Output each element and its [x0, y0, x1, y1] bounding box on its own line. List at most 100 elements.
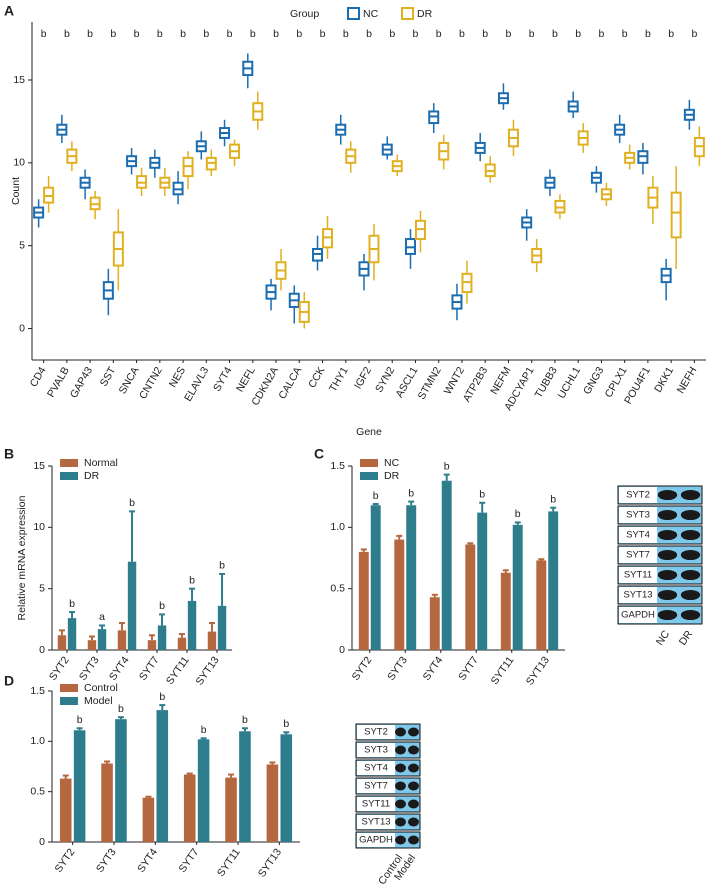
significance-label: b: [459, 28, 465, 40]
significance-label: b: [296, 28, 302, 40]
x-tick-label: SYT4: [421, 654, 446, 683]
bar: [142, 797, 155, 842]
significance-label: b: [515, 508, 521, 520]
significance-label: b: [129, 497, 135, 509]
significance-label: b: [413, 28, 419, 40]
legend-label: DR: [417, 8, 433, 20]
blot-row-label: SYT13: [623, 590, 652, 601]
legend-label: Control: [84, 682, 118, 694]
blot-row-label: SYT11: [362, 799, 390, 810]
significance-label: b: [622, 28, 628, 40]
y-tick-label: 10: [33, 521, 45, 533]
x-tick-label: SYT2: [350, 654, 375, 683]
blot-band: [657, 509, 678, 521]
x-tick-label: NES: [167, 365, 188, 390]
bar: [73, 730, 86, 842]
legend-key: [60, 684, 78, 692]
blot-band: [657, 609, 678, 621]
significance-label: b: [189, 574, 195, 586]
blot-label-bg: [619, 547, 657, 563]
significance-label: b: [343, 28, 349, 40]
significance-label: b: [506, 28, 512, 40]
legend-label: Normal: [84, 457, 118, 469]
bar: [183, 774, 196, 842]
legend-key: [60, 472, 78, 480]
significance-label: b: [159, 600, 165, 612]
significance-label: b: [366, 28, 372, 40]
bar: [358, 551, 369, 650]
blot-band: [395, 835, 406, 845]
bar: [429, 597, 440, 650]
blot-band: [657, 589, 678, 601]
x-tick-label: SYT11: [164, 654, 192, 687]
blot-label-bg: [619, 567, 657, 583]
blot-band: [657, 489, 678, 501]
bar: [266, 764, 279, 842]
blot-row-label: GAPDH: [621, 610, 655, 621]
y-tick-label: 1.0: [330, 521, 345, 533]
blot-label-bg: [357, 779, 395, 793]
significance-label: b: [283, 718, 289, 730]
x-tick-label: SYT2: [47, 654, 72, 683]
y-tick-label: 1.5: [30, 685, 45, 697]
blot-band: [408, 799, 419, 809]
blot-row-label: SYT7: [626, 550, 650, 561]
bar: [147, 640, 157, 650]
significance-label: b: [242, 714, 248, 726]
bar: [197, 739, 210, 842]
significance-label: b: [64, 28, 70, 40]
bar: [239, 731, 251, 842]
significance-label: b: [320, 28, 326, 40]
bar: [127, 561, 137, 650]
y-tick-label: 0: [39, 836, 45, 848]
y-tick-label: 0: [39, 644, 45, 656]
panel-label: B: [4, 446, 14, 462]
blot-band: [680, 549, 701, 561]
significance-label: b: [69, 598, 75, 610]
blot-band: [395, 817, 406, 827]
blot-band: [408, 835, 419, 845]
x-tick-label: SYT7: [137, 654, 162, 683]
y-tick-label: 15: [13, 74, 25, 86]
x-tick-label: SYT2: [53, 846, 78, 875]
blot-label-bg: [619, 487, 657, 503]
blot-row-label: SYT11: [624, 570, 652, 581]
blot-band: [408, 745, 419, 755]
blot-column-label: DR: [677, 628, 696, 648]
blot-band: [408, 763, 419, 773]
blot-band: [680, 489, 701, 501]
bar: [101, 763, 113, 842]
x-tick-label: SYT13: [193, 654, 221, 687]
x-tick-label: SYN2: [373, 365, 397, 395]
significance-label: b: [645, 28, 651, 40]
bar: [394, 539, 405, 650]
bar: [406, 505, 417, 650]
x-tick-label: SYT11: [215, 846, 243, 879]
blot-band: [680, 529, 701, 541]
bar: [370, 505, 381, 650]
bar: [97, 629, 107, 650]
significance-label: b: [529, 28, 535, 40]
x-axis-title: Gene: [356, 426, 382, 438]
y-tick-label: 5: [39, 582, 45, 594]
blot-label-bg: [619, 607, 657, 623]
blot-band: [680, 589, 701, 601]
bar: [465, 544, 476, 650]
significance-label: b: [598, 28, 604, 40]
x-tick-label: SYT3: [94, 846, 119, 875]
blot-row-label: SYT3: [626, 510, 650, 521]
bar: [548, 511, 559, 650]
significance-label: b: [575, 28, 581, 40]
significance-label: b: [180, 28, 186, 40]
panel-label: C: [314, 446, 324, 462]
significance-label: b: [668, 28, 674, 40]
blot-label-bg: [619, 507, 657, 523]
x-tick-label: NEFL: [234, 365, 258, 394]
significance-label: b: [482, 28, 488, 40]
bar: [477, 512, 488, 650]
x-tick-label: SYT3: [385, 654, 410, 683]
blot-row-label: SYT2: [364, 727, 388, 738]
blot-row-label: SYT2: [626, 490, 650, 501]
significance-label: b: [227, 28, 233, 40]
